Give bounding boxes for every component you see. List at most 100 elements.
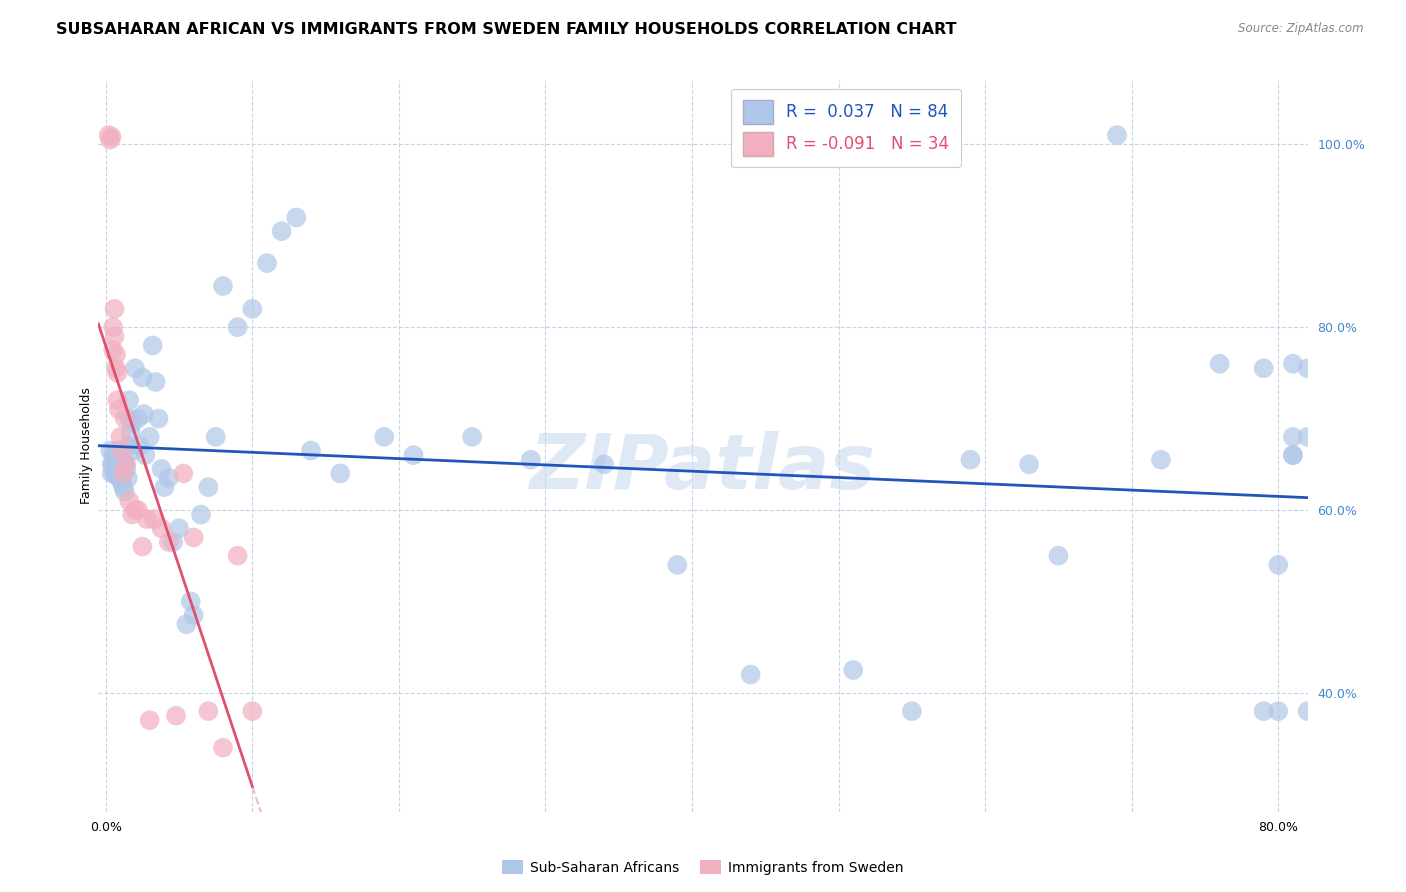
Point bbox=[121, 508, 143, 522]
Point bbox=[150, 462, 173, 476]
Point bbox=[285, 211, 308, 225]
Point bbox=[1282, 448, 1305, 462]
Point bbox=[131, 540, 153, 554]
Point bbox=[167, 521, 190, 535]
Point bbox=[153, 480, 176, 494]
Point bbox=[131, 370, 153, 384]
Point bbox=[1253, 361, 1275, 376]
Point bbox=[112, 467, 135, 481]
Point bbox=[110, 467, 132, 481]
Point bbox=[373, 430, 395, 444]
Point bbox=[157, 535, 180, 549]
Point bbox=[240, 301, 263, 316]
Point bbox=[105, 361, 128, 376]
Text: ZIPatlas: ZIPatlas bbox=[530, 431, 876, 505]
Point bbox=[204, 430, 226, 444]
Point bbox=[1208, 357, 1230, 371]
Point bbox=[226, 320, 249, 334]
Point bbox=[101, 343, 124, 357]
Point bbox=[103, 301, 125, 316]
Point bbox=[520, 452, 543, 467]
Point bbox=[1267, 558, 1289, 572]
Point bbox=[101, 448, 124, 462]
Point bbox=[110, 448, 132, 462]
Point bbox=[740, 667, 762, 681]
Point bbox=[180, 594, 202, 608]
Point bbox=[117, 439, 139, 453]
Point bbox=[1267, 704, 1289, 718]
Y-axis label: Family Households: Family Households bbox=[80, 387, 93, 505]
Point bbox=[959, 452, 981, 467]
Point bbox=[150, 521, 173, 535]
Point bbox=[226, 549, 249, 563]
Point bbox=[299, 443, 322, 458]
Point bbox=[1105, 128, 1128, 142]
Point bbox=[108, 402, 131, 417]
Point bbox=[110, 430, 132, 444]
Point bbox=[190, 508, 212, 522]
Point bbox=[114, 457, 136, 471]
Point bbox=[197, 480, 219, 494]
Point bbox=[118, 494, 141, 508]
Point bbox=[145, 375, 167, 389]
Point bbox=[142, 338, 165, 352]
Text: Source: ZipAtlas.com: Source: ZipAtlas.com bbox=[1239, 22, 1364, 36]
Point bbox=[402, 448, 425, 462]
Point bbox=[100, 130, 122, 145]
Point bbox=[461, 430, 484, 444]
Point bbox=[108, 471, 131, 485]
Point bbox=[183, 608, 205, 623]
Point bbox=[135, 512, 157, 526]
Point bbox=[138, 714, 160, 728]
Point bbox=[100, 467, 122, 481]
Point bbox=[329, 467, 352, 481]
Point bbox=[1282, 430, 1305, 444]
Point bbox=[98, 133, 121, 147]
Point bbox=[212, 740, 235, 755]
Point bbox=[270, 224, 292, 238]
Point bbox=[128, 439, 150, 453]
Point bbox=[100, 457, 122, 471]
Point bbox=[112, 452, 135, 467]
Point bbox=[132, 407, 155, 421]
Point bbox=[162, 535, 184, 549]
Point bbox=[107, 462, 129, 476]
Point bbox=[112, 480, 135, 494]
Point bbox=[118, 393, 141, 408]
Point bbox=[111, 475, 134, 490]
Point bbox=[114, 411, 136, 425]
Point bbox=[127, 411, 149, 425]
Point bbox=[117, 471, 139, 485]
Point bbox=[148, 411, 170, 425]
Point bbox=[256, 256, 278, 270]
Point bbox=[101, 457, 124, 471]
Point bbox=[107, 443, 129, 458]
Point bbox=[107, 393, 129, 408]
Point bbox=[165, 708, 187, 723]
Legend: Sub-Saharan Africans, Immigrants from Sweden: Sub-Saharan Africans, Immigrants from Sw… bbox=[496, 855, 910, 880]
Point bbox=[666, 558, 689, 572]
Point bbox=[105, 467, 128, 481]
Point bbox=[115, 462, 138, 476]
Point bbox=[143, 512, 166, 526]
Point bbox=[1296, 430, 1319, 444]
Point bbox=[97, 128, 120, 142]
Point bbox=[1282, 357, 1305, 371]
Legend: R =  0.037   N = 84, R = -0.091   N = 34: R = 0.037 N = 84, R = -0.091 N = 34 bbox=[731, 88, 960, 168]
Point bbox=[111, 452, 134, 467]
Text: SUBSAHARAN AFRICAN VS IMMIGRANTS FROM SWEDEN FAMILY HOUSEHOLDS CORRELATION CHART: SUBSAHARAN AFRICAN VS IMMIGRANTS FROM SW… bbox=[56, 22, 956, 37]
Point bbox=[120, 425, 142, 440]
Point bbox=[101, 320, 124, 334]
Point bbox=[176, 617, 198, 632]
Point bbox=[138, 430, 160, 444]
Point bbox=[103, 329, 125, 343]
Point bbox=[127, 503, 149, 517]
Point bbox=[212, 279, 235, 293]
Point bbox=[98, 443, 121, 458]
Point bbox=[114, 484, 136, 499]
Point bbox=[1296, 361, 1319, 376]
Point bbox=[157, 471, 180, 485]
Point bbox=[1047, 549, 1070, 563]
Point bbox=[124, 503, 146, 517]
Point bbox=[172, 467, 194, 481]
